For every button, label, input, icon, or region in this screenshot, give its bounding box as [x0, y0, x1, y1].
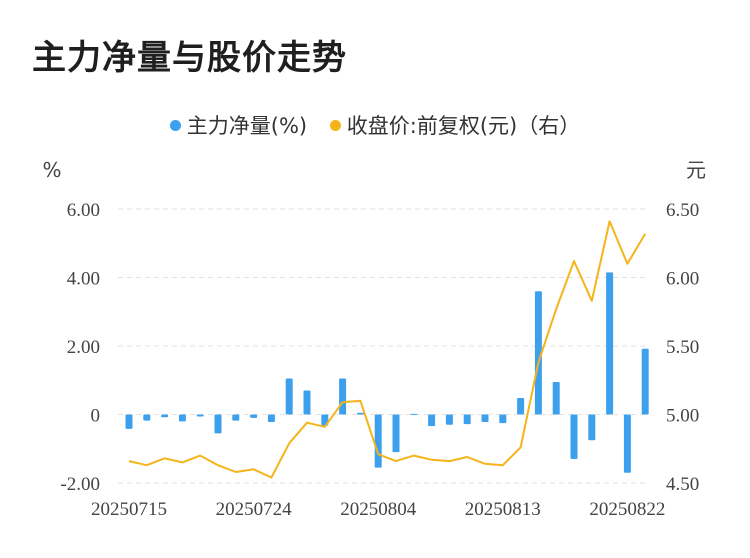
bar [570, 414, 578, 460]
bar [339, 378, 347, 415]
bar [481, 414, 489, 423]
bar [534, 291, 542, 415]
gridlines [118, 208, 648, 484]
y-right-unit: 元 [686, 158, 706, 182]
y-left-unit: % [42, 158, 61, 182]
bar [445, 414, 453, 425]
page-title: 主力净量与股价走势 [32, 38, 347, 78]
bar [250, 414, 258, 418]
bar [267, 414, 275, 423]
bar-series [125, 272, 649, 473]
bar [623, 414, 631, 473]
legend-item-line[interactable]: 收盘价:前复权(元)（右） [329, 110, 581, 140]
legend-item-bar[interactable]: 主力净量(%) [169, 110, 308, 140]
bar [392, 414, 400, 453]
y-right-tick-label: 5.50 [666, 337, 699, 358]
x-tick-label: 20250715 [91, 499, 167, 520]
bar [356, 412, 364, 415]
y-left-tick-label: 6.00 [67, 200, 100, 221]
axes: 6.00 4.00 2.00 0 -2.00 6.50 6.00 5.50 5.00 4.50% 元… [42, 158, 706, 520]
bar [214, 414, 222, 434]
y-right-tick-label: 4.50 [666, 474, 699, 495]
bar [178, 414, 186, 422]
bar [588, 414, 596, 441]
line-series [128, 220, 647, 479]
bar [374, 414, 382, 468]
price-line [128, 220, 647, 479]
x-tick-label: 20250724 [216, 499, 293, 520]
y-left-tick-label: 0 [91, 406, 101, 427]
x-tick-label: 20250804 [340, 499, 417, 520]
bar [125, 414, 133, 429]
bar [606, 272, 614, 415]
bar [196, 414, 204, 417]
legend-line-label: 收盘价:前复权(元)（右） [346, 114, 581, 138]
bar [410, 413, 418, 415]
legend-line-marker-icon [329, 119, 341, 131]
bar [499, 414, 507, 424]
bar [517, 398, 525, 415]
y-left-tick-label: 2.00 [67, 337, 100, 358]
y-right-tick-label: 6.50 [666, 200, 699, 221]
x-tick-label: 20250813 [465, 499, 541, 520]
bar [303, 390, 311, 415]
bar [285, 378, 293, 415]
bar [552, 381, 560, 415]
legend-bar-label: 主力净量(%) [186, 114, 308, 138]
chart-legend: 主力净量(%) 收盘价:前复权(元)（右） [0, 110, 750, 140]
y-left-tick-label: 4.00 [67, 269, 100, 290]
y-right-tick-label: 6.00 [666, 269, 699, 290]
legend-bar-marker-icon [169, 119, 181, 131]
y-left-tick-label: -2.00 [60, 474, 100, 495]
y-right-tick-label: 5.00 [666, 406, 699, 427]
bar [428, 414, 436, 427]
bar [143, 414, 151, 421]
bar [641, 348, 649, 415]
x-tick-label: 20250822 [589, 499, 665, 520]
bar [232, 414, 240, 421]
bar [161, 414, 169, 418]
bar [463, 414, 471, 425]
